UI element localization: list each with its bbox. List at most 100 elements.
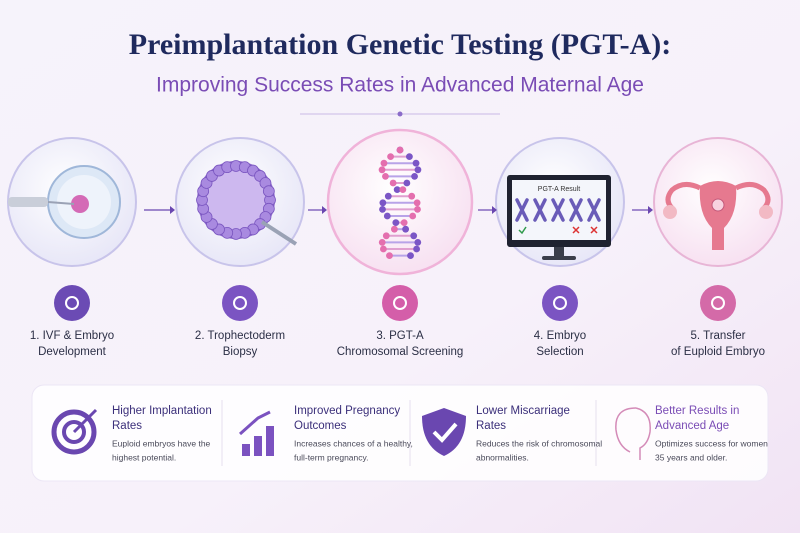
strand-bead	[407, 252, 414, 259]
strand-bead	[403, 179, 411, 187]
biopsy-pipette	[260, 220, 298, 246]
step-icon	[542, 285, 578, 321]
uterus	[699, 181, 737, 250]
growth-bar	[266, 426, 274, 456]
growth-arrow	[239, 410, 271, 436]
strand-bead	[378, 239, 386, 246]
step-label: Chromosomal Screening	[337, 346, 464, 358]
strand-bead	[412, 159, 420, 167]
growth-bar	[254, 436, 262, 456]
chromosomes	[515, 198, 601, 235]
monitor-base	[542, 256, 576, 260]
monitor-stand	[554, 247, 564, 257]
target-icon	[51, 409, 97, 455]
arrows	[144, 206, 653, 214]
screen-label: PGT-A Result	[538, 186, 580, 193]
strand-bead	[386, 252, 393, 259]
benefit-title: Improved Pregnancy	[294, 405, 400, 417]
step-icon-glyph	[553, 296, 567, 310]
ovary	[663, 205, 677, 219]
benefit-description: Increases chances of a healthy,	[294, 438, 413, 448]
arrow-head	[492, 206, 497, 214]
strand-bead	[384, 192, 392, 200]
benefit-title: Advanced Age	[655, 420, 729, 432]
step-icon	[54, 285, 90, 321]
nucleus	[71, 195, 89, 213]
step-label: Biopsy	[223, 346, 258, 358]
benefit-title: Higher Implantation	[112, 405, 212, 417]
step-icon-glyph	[393, 296, 407, 310]
strand-bead	[393, 186, 401, 194]
strand-bead	[400, 219, 408, 227]
benefit-description: Optimizes success for women	[655, 438, 768, 448]
needle	[47, 201, 75, 205]
strand-bead	[379, 206, 386, 213]
subtitle: Improving Success Rates in Advanced Mate…	[156, 74, 644, 97]
chromosome	[569, 198, 583, 222]
shield-check	[432, 422, 458, 443]
benefit-description: highest potential.	[112, 452, 176, 462]
tube-left	[665, 182, 702, 210]
step-icon	[382, 285, 418, 321]
woman-icon	[615, 407, 651, 460]
strand-bead	[379, 245, 387, 253]
strand-bead	[390, 225, 398, 233]
target-icon	[62, 420, 86, 444]
step-label: 4. Embryo	[534, 330, 586, 342]
strand-bead	[383, 212, 391, 220]
strand-bead	[392, 219, 400, 227]
strand-bead	[378, 166, 386, 174]
strand-bead	[396, 146, 404, 154]
step-icon-glyph	[711, 296, 725, 310]
step-icon	[222, 285, 258, 321]
strand-bead	[399, 186, 407, 194]
strand-bead	[414, 239, 422, 246]
strand-bead	[387, 153, 394, 161]
step-label: 5. Transfer	[691, 330, 746, 342]
strand-bead	[389, 179, 397, 187]
x-mark	[572, 226, 580, 234]
step-label: of Euploid Embryo	[671, 346, 765, 358]
pipette	[8, 197, 48, 207]
strand-bead	[411, 173, 418, 180]
arrow-head	[322, 206, 327, 214]
benefit-title: Rates	[476, 420, 506, 432]
step-label: Selection	[536, 346, 583, 358]
benefit-title: Lower Miscarriage	[476, 405, 570, 417]
benefit-description: abnormalities.	[476, 452, 529, 462]
strand-bead	[380, 159, 388, 167]
benefit-description: Euploid embryos have the	[112, 438, 211, 448]
step-label: Development	[38, 346, 107, 358]
title: Preimplantation Genetic Testing (PGT-A):	[129, 28, 672, 61]
cell	[262, 185, 275, 198]
step-illustrations: PGT-A Result	[7, 128, 783, 276]
strand-bead	[382, 232, 390, 240]
growth-bar	[242, 444, 250, 456]
benefit-description: 35 years and older.	[655, 452, 727, 462]
benefit-title: Rates	[112, 420, 142, 432]
strand-bead	[413, 245, 421, 253]
benefit-title: Outcomes	[294, 420, 347, 432]
check-mark	[518, 226, 527, 235]
strand-bead	[382, 173, 389, 180]
step-label: 3. PGT-A	[376, 330, 424, 342]
strand-bead	[379, 199, 387, 207]
benefit-description: full-term pregnancy.	[294, 452, 368, 462]
arrow-head	[170, 206, 175, 214]
chromosome	[533, 198, 547, 222]
target-arrow	[72, 408, 98, 434]
strand-bead	[410, 232, 418, 240]
benefit-title: Better Results in	[655, 405, 739, 417]
step-icon-glyph	[233, 296, 247, 310]
arrow-head	[648, 206, 653, 214]
strand-bead	[408, 192, 416, 200]
strand-bead	[414, 166, 422, 174]
dna-helix	[378, 146, 422, 259]
chromosome	[587, 198, 601, 222]
step-icon-glyph	[65, 296, 79, 310]
strand-bead	[409, 212, 417, 220]
strand-bead	[413, 199, 421, 207]
strand-bead	[406, 153, 413, 161]
blastocyst	[196, 160, 276, 240]
